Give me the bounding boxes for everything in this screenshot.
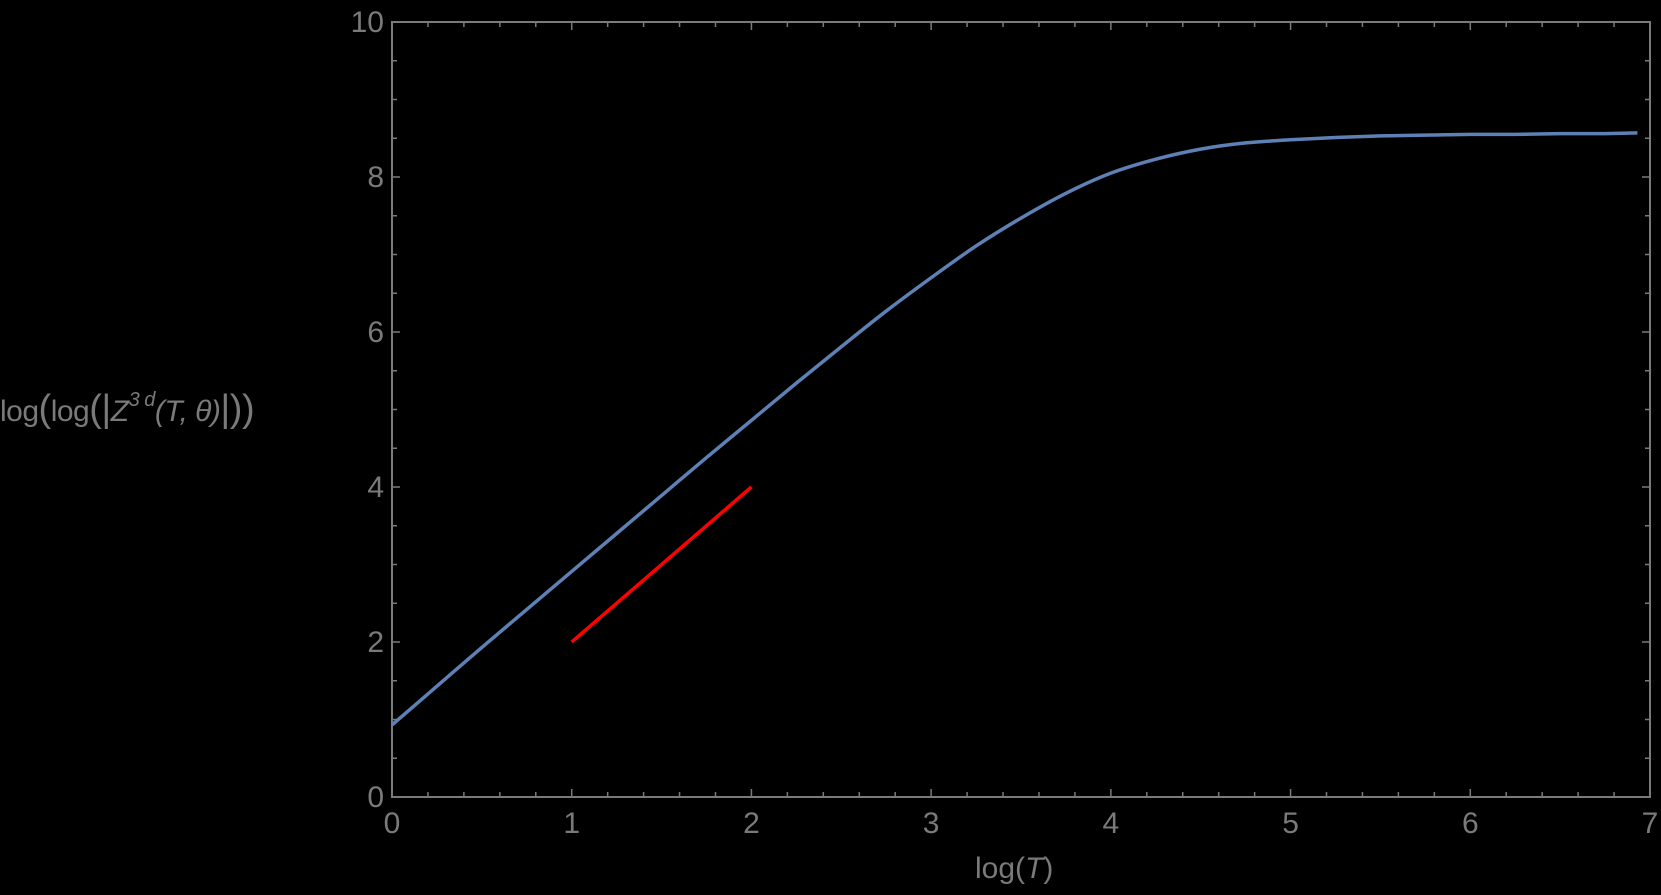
axis-ticks (391, 21, 1651, 798)
xlabel-close: ) (1043, 852, 1054, 885)
x-tick-label: 6 (1462, 807, 1479, 840)
series-blue-curve (390, 131, 1638, 727)
y-tick-label: 10 (351, 6, 384, 39)
ylabel-close: |)) (220, 388, 255, 430)
ylabel-superscript: 3 d (128, 389, 156, 411)
xlabel-log: log( (975, 852, 1026, 885)
x-tick-label: 5 (1282, 807, 1299, 840)
x-tick-label: 3 (923, 807, 940, 840)
y-tick-label: 2 (367, 626, 384, 659)
series (390, 131, 1638, 727)
series-red-reference-line (570, 485, 753, 644)
ylabel-log-outer: log (0, 395, 39, 428)
ylabel-paren: ( (38, 388, 52, 430)
ylabel-paren: ( (89, 388, 102, 430)
y-axis-title: log(log(|Z3 d(T, θ)|)) (0, 388, 255, 431)
ylabel-z: Z (110, 395, 129, 428)
ylabel-abs-bar: | (101, 388, 111, 430)
x-tick-label: 0 (384, 807, 401, 840)
xlabel-var: T (1025, 852, 1044, 885)
y-tick-label: 4 (367, 471, 384, 504)
x-axis-title: log(T) (975, 852, 1053, 886)
y-tick-label: 0 (367, 781, 384, 814)
y-tick-label: 8 (367, 161, 384, 194)
plot-border (391, 21, 1651, 798)
x-tick-label: 4 (1103, 807, 1120, 840)
ylabel-log-inner: log (50, 395, 90, 428)
tick-labels: 0 1 2 3 4 5 6 7 0 2 4 6 8 10 (351, 6, 1659, 840)
x-tick-label: 2 (743, 807, 760, 840)
plot-frame (391, 21, 1651, 798)
y-tick-label: 6 (367, 316, 384, 349)
x-tick-label: 7 (1642, 807, 1659, 840)
x-tick-label: 1 (563, 807, 580, 840)
ylabel-args: (T, θ) (154, 395, 221, 428)
